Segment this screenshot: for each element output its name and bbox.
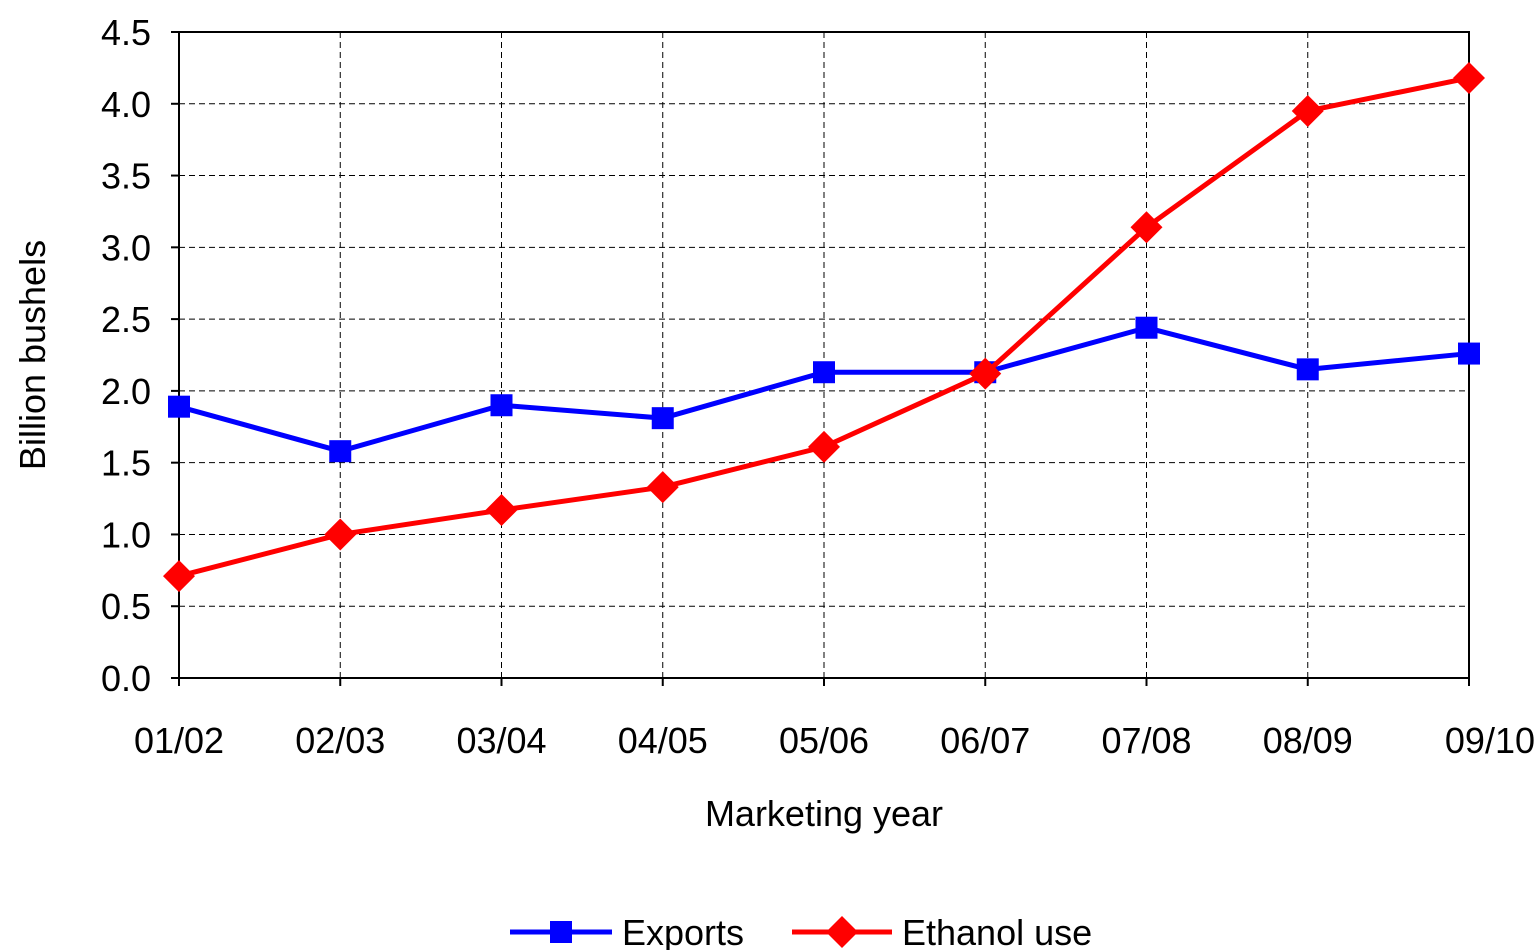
y-tick-label: 2.5 xyxy=(101,299,151,340)
x-axis-ticks: 01/02 02/03 03/04 04/05 05/06 06/07 07/08 08/09… xyxy=(134,678,1535,761)
x-tick-label: 02/03 xyxy=(295,720,385,761)
y-axis-ticks: 0.0 0.5 1.0 1.5 2.0 2.5 3.0 3.5 4.0 4.5 xyxy=(101,12,179,699)
y-tick-label: 4.0 xyxy=(101,84,151,125)
data-point-marker xyxy=(485,494,518,527)
x-tick-label: 05/06 xyxy=(779,720,869,761)
data-point-marker xyxy=(969,357,1002,390)
x-tick-label: 07/08 xyxy=(1101,720,1191,761)
data-point-marker xyxy=(1296,358,1319,381)
legend: Exports Ethanol use xyxy=(510,912,1092,950)
legend-item: Ethanol use xyxy=(792,912,1092,950)
x-tick-label: 09/10 xyxy=(1445,720,1535,761)
data-point-marker xyxy=(163,560,195,593)
legend-label: Exports xyxy=(622,912,744,950)
legend-item: Exports xyxy=(510,912,744,950)
y-tick-label: 3.5 xyxy=(101,156,151,197)
x-tick-label: 03/04 xyxy=(456,720,546,761)
gridlines xyxy=(179,32,1469,678)
x-axis-title: Marketing year xyxy=(705,793,943,834)
legend-marker xyxy=(826,916,858,948)
y-tick-label: 1.0 xyxy=(101,514,151,555)
y-tick-label: 1.5 xyxy=(101,443,151,484)
data-point-marker xyxy=(651,407,674,430)
y-tick-label: 0.0 xyxy=(101,658,151,699)
y-tick-label: 2.0 xyxy=(101,371,151,412)
data-point-marker xyxy=(646,471,679,504)
data-point-marker xyxy=(1458,342,1480,365)
data-point-marker xyxy=(490,394,513,417)
data-point-marker xyxy=(1135,316,1158,339)
x-tick-label: 04/05 xyxy=(618,720,708,761)
series-group xyxy=(163,61,1485,593)
data-point-marker xyxy=(1453,61,1485,94)
data-point-marker xyxy=(324,518,357,551)
y-axis-title: Billion bushels xyxy=(12,240,53,470)
x-tick-label: 01/02 xyxy=(134,720,224,761)
data-point-marker xyxy=(808,430,840,463)
legend-marker xyxy=(550,921,572,943)
data-point-marker xyxy=(1291,94,1324,127)
y-tick-label: 3.0 xyxy=(101,227,151,268)
y-tick-label: 0.5 xyxy=(101,586,151,627)
series-ethanol-use xyxy=(163,61,1485,593)
legend-label: Ethanol use xyxy=(902,912,1092,950)
y-tick-label: 4.5 xyxy=(101,12,151,53)
data-point-marker xyxy=(813,361,835,384)
x-tick-label: 08/09 xyxy=(1263,720,1353,761)
data-point-marker xyxy=(168,395,190,418)
x-tick-label: 06/07 xyxy=(940,720,1030,761)
data-point-marker xyxy=(1130,211,1163,244)
data-point-marker xyxy=(329,440,352,463)
